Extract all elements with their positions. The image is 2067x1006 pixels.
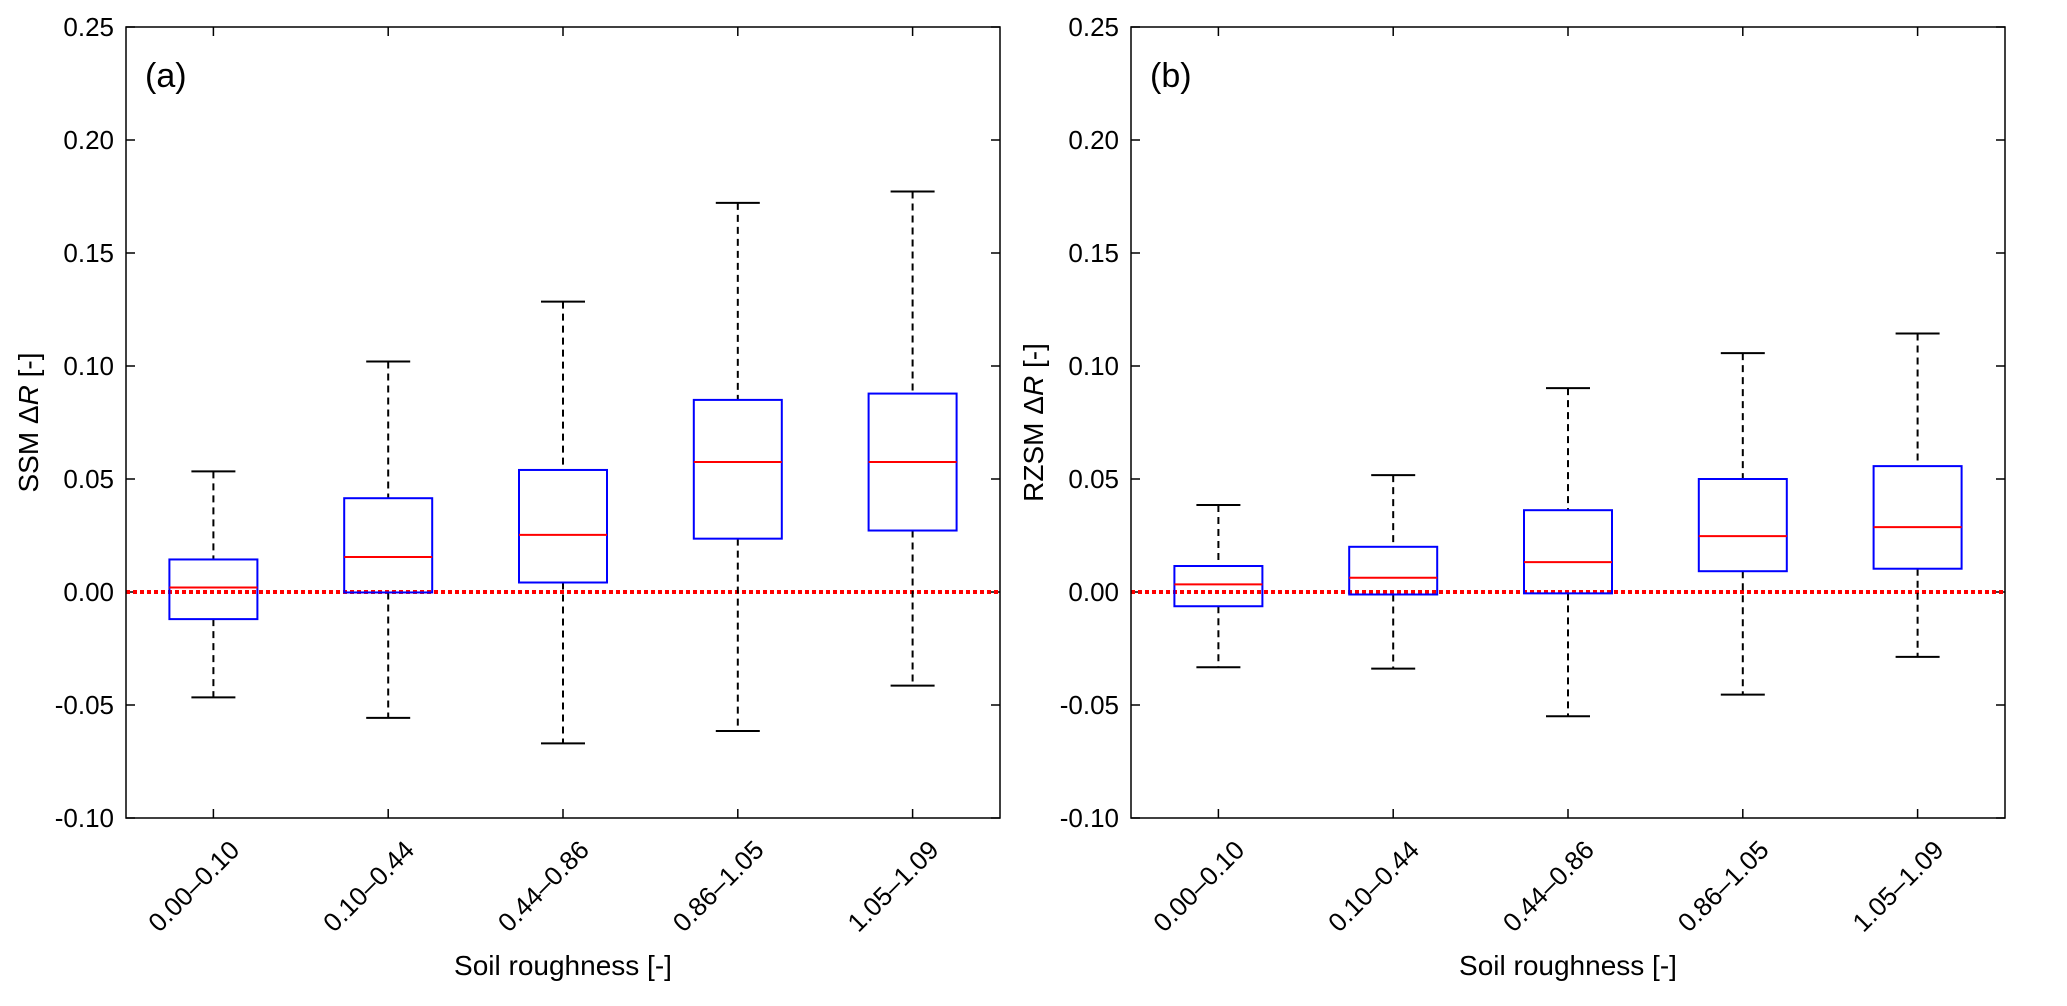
y-axis-label-var: R	[1018, 376, 1049, 396]
y-axis-label-suffix: [-]	[13, 352, 44, 385]
x-tick-label: 0.10–0.44	[1322, 835, 1425, 938]
plot-frame	[125, 26, 1001, 819]
y-tick-label: 0.05	[1068, 464, 1119, 494]
y-tick-label: 0.15	[63, 238, 114, 268]
y-tick-label: 0.20	[63, 125, 114, 155]
box-3	[692, 201, 783, 732]
box-iqr	[1348, 545, 1439, 596]
x-tick-label: 0.44–0.86	[492, 835, 595, 938]
box-4	[867, 190, 958, 687]
box-iqr	[518, 468, 608, 584]
box-iqr	[692, 398, 783, 540]
box-0	[168, 470, 259, 699]
x-tick-label: 0.10–0.44	[317, 835, 420, 938]
panel-a: -0.10 -0.05 0.00 0.05 0.10 0.15 0.20 0.25 0.00–0…	[13, 12, 1001, 981]
x-tick-label: 0.44–0.86	[1497, 835, 1600, 938]
box-iqr	[1872, 465, 1963, 570]
y-tick-label: -0.05	[55, 690, 114, 720]
box-0	[1173, 503, 1264, 669]
y-tick-label: -0.10	[55, 803, 114, 833]
x-axis-label: Soil roughness [-]	[1459, 950, 1677, 981]
y-axis-label-delta: Δ	[13, 405, 44, 424]
x-axis-label: Soil roughness [-]	[454, 950, 672, 981]
x-tick-label: 0.00–0.10	[142, 835, 245, 938]
y-tick-label: 0.10	[1068, 351, 1119, 381]
y-axis-label-delta: Δ	[1018, 396, 1049, 415]
box-iqr	[168, 558, 259, 621]
box-2	[1523, 387, 1613, 718]
box-1	[343, 360, 434, 719]
box-2	[518, 300, 608, 745]
y-tick-label: 0.15	[1068, 238, 1119, 268]
box-iqr	[343, 497, 434, 594]
panel-label: (a)	[145, 57, 187, 95]
y-axis-label: SSM ΔR [-]	[13, 352, 44, 492]
y-tick-label: -0.10	[1060, 803, 1119, 833]
x-tick-label: 1.05–1.09	[841, 835, 944, 938]
panel-b: -0.10 -0.05 0.00 0.05 0.10 0.15 0.20 0.25 0.00–0…	[1018, 12, 2006, 981]
y-tick-label: 0.25	[63, 12, 114, 42]
x-tick-label: 0.86–1.05	[1672, 835, 1775, 938]
box-iqr	[1697, 478, 1788, 573]
box-iqr	[1523, 509, 1613, 595]
y-tick-label: -0.05	[1060, 690, 1119, 720]
y-tick-label: 0.10	[63, 351, 114, 381]
panel-label: (b)	[1150, 57, 1192, 95]
y-axis-label-suffix: [-]	[1018, 343, 1049, 376]
box-3	[1697, 352, 1788, 696]
x-tick-label: 1.05–1.09	[1846, 835, 1949, 938]
plot-frame	[1130, 26, 2006, 819]
y-axis-label-prefix: RZSM	[1018, 415, 1049, 502]
y-tick-label: 0.20	[1068, 125, 1119, 155]
x-tick-label: 0.86–1.05	[667, 835, 770, 938]
y-tick-label: 0.25	[1068, 12, 1119, 42]
x-tick-label: 0.00–0.10	[1147, 835, 1250, 938]
y-tick-label: 0.00	[63, 577, 114, 607]
y-axis-label-var: R	[13, 385, 44, 405]
box-iqr	[1173, 565, 1264, 608]
y-tick-label: 0.05	[63, 464, 114, 494]
y-axis-label: RZSM ΔR [-]	[1018, 343, 1049, 502]
box-4	[1872, 332, 1963, 658]
y-axis-label-prefix: SSM	[13, 424, 44, 492]
y-tick-label: 0.00	[1068, 577, 1119, 607]
box-1	[1348, 474, 1439, 670]
